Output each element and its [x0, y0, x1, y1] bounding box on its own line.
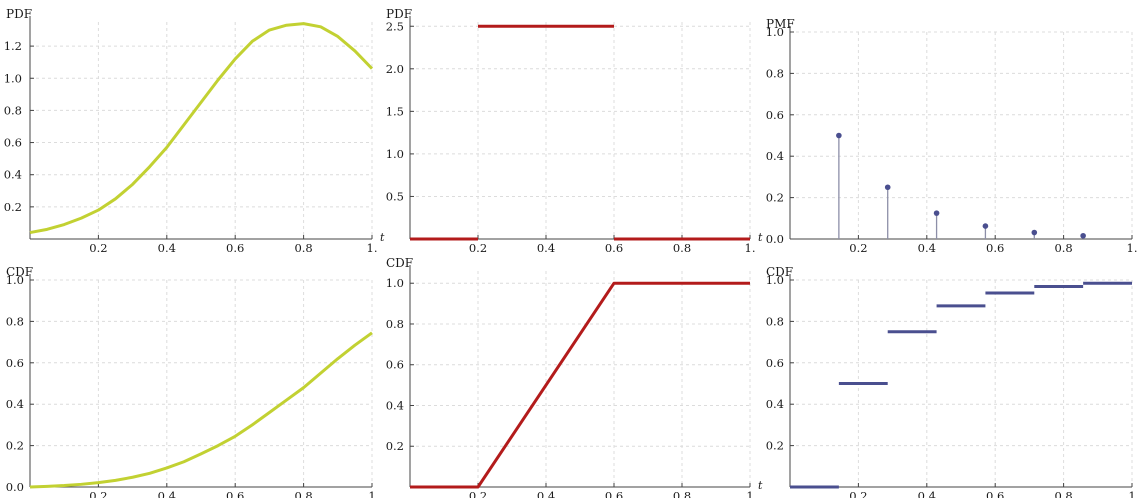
chart-panel-1: 0.2 0.4 0.6 0.8 1. 0.2 0.4 0.6 0.8 1.0 1.2 PDF t [4, 7, 385, 255]
y-tick-label: 0.8 [6, 314, 24, 328]
y-tick-label: 0.4 [766, 149, 784, 163]
y-tick-label: 0.0 [6, 480, 24, 494]
x-tick-label: 0.2 [469, 489, 487, 498]
pmf-point [836, 132, 842, 139]
y-tick-label: 1.0 [766, 25, 784, 39]
x-tick-label: 0.8 [1054, 241, 1072, 255]
x-axis-label: t [380, 231, 385, 244]
x-tick-label: 0.2 [89, 489, 107, 498]
x-tick-label: 0.8 [294, 489, 312, 498]
y-tick-label: 0.0 [766, 232, 784, 246]
y-tick-label: 0.6 [386, 358, 404, 372]
x-tick-label: 0.6 [605, 489, 623, 498]
y-tick-label: 2.5 [386, 19, 404, 33]
x-tick-label: 1 [1128, 489, 1135, 498]
pmf-point [884, 184, 891, 191]
y-tick-label: 2.0 [386, 62, 404, 76]
y-tick-label: 1.0 [766, 273, 784, 287]
y-tick-label: 1.0 [386, 147, 404, 161]
x-tick-label: 0.6 [605, 241, 623, 255]
panel-title: CDF [386, 256, 413, 270]
x-tick-label: 0.2 [89, 241, 107, 255]
pmf-point [933, 210, 940, 216]
y-tick-label: 0.2 [386, 439, 404, 453]
y-tick-label: 1.0 [4, 71, 22, 85]
chart-panel-5: 0.2 0.4 0.6 0.8 1 0.2 0.4 0.6 0.8 1.0 CDF t [386, 256, 763, 498]
x-tick-label: 0.8 [673, 489, 691, 498]
pmf-point [982, 223, 989, 229]
x-tick-label: 0.8 [1054, 489, 1072, 498]
x-tick-label: 0.4 [918, 241, 936, 255]
series-line [29, 22, 374, 235]
y-tick-label: 0.5 [386, 189, 404, 203]
x-tick-label: 0.2 [469, 241, 487, 255]
x-tick-label: 1 [746, 489, 753, 498]
panel-title: CDF [6, 265, 33, 279]
y-tick-label: 0.8 [766, 66, 784, 80]
y-tick-label: 0.2 [766, 191, 784, 205]
y-tick-label: 0.6 [766, 108, 784, 122]
x-tick-label: 0.4 [158, 489, 176, 498]
y-tick-label: 0.8 [386, 317, 404, 331]
x-tick-label: 0.8 [673, 241, 691, 255]
y-tick-label: 0.2 [4, 200, 22, 214]
panel-title: CDF [766, 265, 793, 279]
panel-title: PDF [6, 7, 32, 21]
x-tick-label: 0.6 [226, 241, 244, 255]
y-tick-label: 0.8 [766, 314, 784, 328]
y-tick-label: 0.4 [386, 398, 404, 412]
x-tick-label: 1. [367, 241, 378, 255]
x-axis-label: t [758, 231, 763, 244]
pmf-point [1031, 229, 1038, 236]
series-line [410, 281, 750, 489]
x-tick-label: 0.2 [849, 241, 867, 255]
x-tick-label: 0.8 [294, 241, 312, 255]
y-tick-label: 1.2 [4, 39, 22, 53]
y-tick-label: 0.2 [6, 439, 24, 453]
x-tick-label: 1. [745, 241, 756, 255]
y-tick-label: 0.4 [766, 397, 784, 411]
x-tick-label: 1. [1127, 241, 1138, 255]
series-line [29, 331, 373, 489]
y-tick-label: 0.8 [4, 103, 22, 117]
panel-title: PMF [766, 17, 795, 31]
x-tick-label: 0.6 [226, 489, 244, 498]
y-tick-label: 0.6 [766, 356, 784, 370]
x-tick-label: 0.2 [849, 489, 867, 498]
panel-title: PDF [386, 7, 412, 21]
x-tick-label: 0.4 [537, 241, 555, 255]
y-tick-label: 1.0 [386, 276, 404, 290]
x-tick-label: 0.4 [918, 489, 936, 498]
x-tick-label: 1 [368, 489, 375, 498]
x-tick-label: 0.6 [986, 489, 1004, 498]
x-tick-label: 0.4 [537, 489, 555, 498]
x-tick-label: 0.6 [986, 241, 1004, 255]
y-tick-label: 1.5 [386, 104, 404, 118]
y-tick-label: 0.4 [6, 397, 24, 411]
x-tick-label: 0.4 [158, 241, 176, 255]
y-tick-label: 0.2 [766, 439, 784, 453]
pmf-point [1080, 232, 1086, 239]
y-tick-label: 0.6 [6, 356, 24, 370]
y-tick-label: 1.0 [6, 273, 24, 287]
y-tick-label: 0.6 [4, 136, 22, 150]
x-axis-label: t [758, 479, 763, 492]
y-tick-label: 0.4 [4, 168, 22, 182]
